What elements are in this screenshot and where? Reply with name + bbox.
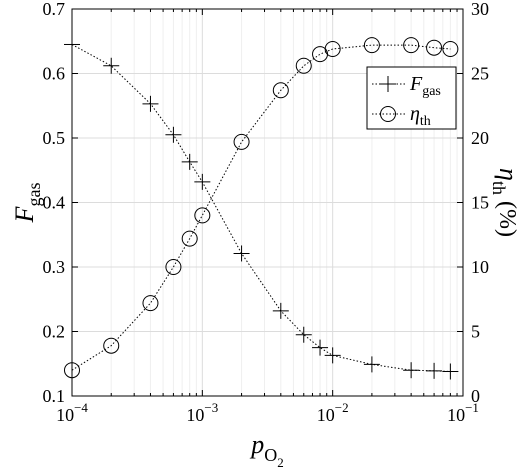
series-line bbox=[71, 44, 451, 371]
series-f-gas bbox=[64, 36, 459, 380]
legend-marker-circle bbox=[380, 106, 396, 122]
x-tick-label-base: 10 bbox=[56, 405, 74, 425]
y-left-tick-label: 0.4 bbox=[43, 193, 66, 213]
y-right-tick-label: 10 bbox=[471, 257, 489, 277]
y-right-tick-label: 0 bbox=[471, 386, 480, 406]
data-point-circle bbox=[442, 40, 459, 57]
y-left-tick-label: 0.2 bbox=[43, 322, 66, 342]
data-point-plus bbox=[442, 363, 459, 380]
data-point-circle bbox=[426, 39, 443, 56]
data-point-plus bbox=[312, 339, 329, 356]
data-point-plus bbox=[165, 126, 182, 143]
ticks: 10−4 10−3 10−2 10−10.10.20.30.40.50.60.7051… bbox=[43, 0, 490, 425]
data-point-circle bbox=[295, 57, 312, 74]
x-axis-label-sub: O bbox=[264, 445, 277, 465]
data-point-circle bbox=[165, 259, 182, 275]
x-axis-label: pO2 bbox=[249, 430, 284, 470]
x-tick-label: 10−2 bbox=[317, 400, 349, 425]
data-point-plus bbox=[363, 356, 380, 373]
data-point-plus bbox=[272, 302, 289, 319]
y-axis-left-label-sub: gas bbox=[24, 183, 44, 207]
data-point-circle bbox=[233, 133, 250, 150]
x-tick-label: 10−3 bbox=[186, 400, 218, 425]
legend-marker-circle-shape bbox=[380, 106, 396, 122]
y-left-tick-label: 0.6 bbox=[43, 64, 66, 84]
y-right-tick-label: 20 bbox=[471, 128, 489, 148]
y-axis-right-label: ηth (%) bbox=[489, 168, 523, 237]
series-layer bbox=[64, 36, 459, 380]
x-tick-label-base: 10 bbox=[186, 405, 204, 425]
legend: Fgas ηth bbox=[366, 66, 457, 130]
data-point-circle bbox=[103, 337, 120, 354]
y-axis-right-label-suffix: (%) bbox=[494, 195, 520, 237]
legend-label-eta-th-main: η bbox=[410, 103, 420, 125]
x-tick-label: 10−4 bbox=[56, 400, 88, 425]
data-point-circle bbox=[194, 207, 211, 224]
x-axis-label-subsub: 2 bbox=[277, 455, 284, 470]
y-axis-left-label: Fgas bbox=[10, 183, 44, 224]
legend-label-f-gas-main: F bbox=[409, 73, 423, 95]
y-left-tick-label: 0.5 bbox=[43, 128, 66, 148]
data-point-circle bbox=[142, 295, 159, 312]
y-right-tick-label: 30 bbox=[471, 0, 489, 19]
data-point-plus bbox=[194, 173, 211, 190]
y-right-tick-label: 25 bbox=[471, 64, 489, 84]
data-point-circle bbox=[181, 230, 198, 247]
data-point-circle bbox=[324, 40, 341, 57]
data-point-plus bbox=[181, 153, 198, 170]
y-axis-right-label-main: η bbox=[494, 168, 523, 181]
series-eta-th bbox=[64, 37, 459, 379]
data-point-circle bbox=[363, 37, 380, 54]
data-point-plus bbox=[142, 95, 159, 112]
legend-label-f-gas-sub: gas bbox=[422, 84, 441, 99]
x-axis-label-main: p bbox=[249, 430, 264, 459]
x-tick-label-exponent: −1 bbox=[465, 400, 479, 415]
x-tick-label-base: 10 bbox=[447, 405, 465, 425]
y-axis-left-label-main: F bbox=[10, 205, 39, 223]
x-tick-label: 10−1 bbox=[447, 400, 479, 425]
x-tick-label-exponent: −4 bbox=[74, 400, 88, 415]
x-tick-label-base: 10 bbox=[317, 405, 335, 425]
y-axis-right-label-sub: th bbox=[489, 181, 509, 195]
y-right-tick-label: 5 bbox=[471, 322, 480, 342]
legend-label-eta-th: ηth bbox=[410, 103, 431, 129]
data-point-plus bbox=[426, 362, 443, 379]
y-left-tick-label: 0.3 bbox=[43, 257, 66, 277]
data-point-circle bbox=[403, 37, 420, 54]
data-point-plus bbox=[403, 362, 420, 379]
data-point-plus bbox=[295, 326, 312, 343]
x-tick-label-exponent: −2 bbox=[335, 400, 349, 415]
legend-label-eta-th-sub: th bbox=[420, 114, 431, 129]
data-point-plus bbox=[233, 245, 250, 262]
y-left-tick-label: 0.7 bbox=[43, 0, 66, 19]
data-point-plus bbox=[324, 347, 341, 364]
legend-label-f-gas: Fgas bbox=[409, 73, 441, 99]
data-point-plus bbox=[103, 57, 120, 74]
data-point-circle bbox=[272, 82, 289, 99]
x-tick-label-exponent: −3 bbox=[204, 400, 218, 415]
y-right-tick-label: 15 bbox=[471, 193, 489, 213]
legend-marker-plus bbox=[380, 76, 396, 92]
y-left-tick-label: 0.1 bbox=[43, 386, 66, 406]
